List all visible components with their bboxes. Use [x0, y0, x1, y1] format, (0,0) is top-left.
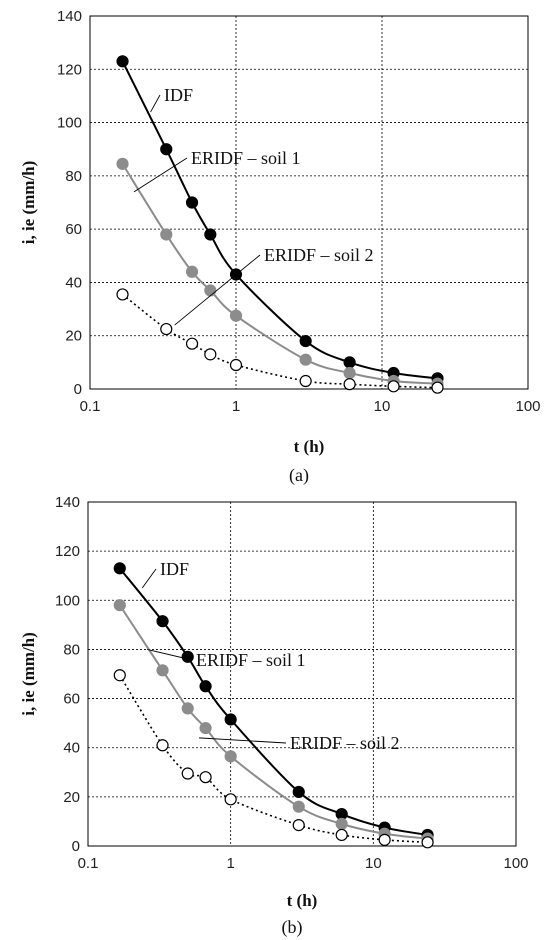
y-axis-title: i, ie (mm/h) [19, 161, 38, 245]
data-point [156, 664, 169, 677]
data-point [343, 378, 356, 391]
data-point [113, 562, 126, 575]
data-point [224, 750, 237, 763]
data-point [431, 381, 444, 394]
series-line-2 [121, 163, 438, 385]
annotation-label: ERIDF – soil 1 [191, 148, 301, 168]
data-point [229, 309, 243, 322]
data-point [185, 265, 199, 278]
y-tick-label: 60 [65, 221, 82, 238]
data-point [181, 650, 194, 663]
data-point [229, 358, 243, 372]
data-point [335, 828, 348, 842]
data-point [181, 767, 194, 780]
chart-panel-a: 0 20 40 60 80 100 120 140 0.1 1 10 100 t (h) i, ie (m… [19, 8, 541, 486]
data-point [116, 55, 129, 68]
y-tick-label: 0 [72, 838, 80, 855]
data-point [204, 228, 217, 241]
data-point [224, 793, 237, 806]
y-tick-label: 0 [74, 381, 82, 398]
data-point [204, 348, 217, 361]
data-point [199, 721, 212, 735]
data-point [160, 228, 173, 241]
annotation-label: ERIDF – soil 1 [196, 650, 306, 670]
data-point [292, 819, 305, 832]
series-line-2 [118, 604, 428, 840]
x-tick-label: 1 [226, 855, 234, 872]
plot-area-border [89, 15, 529, 390]
panel-label: (b) [282, 917, 303, 938]
data-point [343, 366, 356, 380]
x-axis-title: t (h) [294, 437, 325, 456]
x-axis-title: t (h) [287, 891, 318, 910]
data-point [421, 836, 434, 849]
data-point [299, 353, 312, 366]
x-tick-label: 100 [515, 398, 540, 415]
y-tick-label: 40 [63, 740, 80, 757]
y-tick-label: 40 [65, 274, 82, 291]
data-point [204, 284, 217, 297]
annotation-leader-line [141, 568, 157, 589]
y-tick-label: 80 [65, 168, 82, 185]
data-point [343, 356, 356, 369]
data-point [156, 615, 169, 628]
annotation-leader-line [150, 94, 161, 113]
y-tick-label: 80 [63, 641, 80, 658]
x-tick-label: 0.1 [78, 855, 99, 872]
data-point [199, 771, 212, 784]
series-line-1 [118, 567, 428, 836]
annotation-leader-line [174, 254, 261, 326]
y-tick-label: 120 [55, 543, 80, 560]
y-tick-label: 100 [55, 592, 80, 609]
y-tick-label: 100 [57, 115, 82, 132]
data-point [199, 680, 212, 693]
y-tick-label: 140 [57, 8, 82, 25]
series-line-3 [122, 293, 438, 389]
panel-label: (a) [289, 465, 309, 486]
y-axis-title: i, ie (mm/h) [19, 632, 38, 716]
annotation-label: IDF [164, 85, 193, 105]
data-point [292, 800, 305, 813]
data-point [185, 337, 199, 350]
series-line-3 [119, 674, 428, 844]
x-tick-label: 10 [365, 855, 382, 872]
annotation-label: ERIDF – soil 2 [264, 245, 374, 265]
annotation-leader-line [198, 737, 287, 744]
data-point [299, 374, 312, 388]
data-point [181, 702, 194, 715]
annotation-leader-line [133, 157, 188, 193]
y-tick-label: 20 [63, 789, 80, 806]
data-point [116, 157, 129, 170]
x-tick-label: 0.1 [80, 398, 101, 415]
y-tick-label: 20 [65, 328, 82, 345]
data-point [335, 817, 348, 830]
annotation-label: IDF [160, 559, 189, 579]
annotation-label: ERIDF – soil 2 [290, 733, 400, 753]
chart-panel-b: 0 20 40 60 80 100 120 140 0.1 1 10 100 t (h) i, ie (m… [19, 494, 529, 938]
data-point [224, 713, 237, 726]
data-point [160, 322, 173, 336]
y-tick-label: 60 [63, 691, 80, 708]
data-point [113, 669, 126, 682]
x-tick-label: 10 [374, 398, 391, 415]
data-point [378, 833, 391, 846]
data-point [113, 599, 126, 612]
y-tick-label: 140 [55, 494, 80, 511]
data-point [160, 143, 173, 156]
annotation-leader-line [147, 648, 193, 661]
data-point [116, 288, 129, 301]
data-point [387, 380, 400, 393]
data-point [292, 785, 305, 799]
data-point [299, 334, 312, 348]
x-tick-label: 1 [232, 398, 240, 415]
data-point [156, 739, 169, 752]
x-tick-label: 100 [503, 855, 528, 872]
data-point [185, 196, 199, 209]
y-tick-label: 120 [57, 61, 82, 78]
